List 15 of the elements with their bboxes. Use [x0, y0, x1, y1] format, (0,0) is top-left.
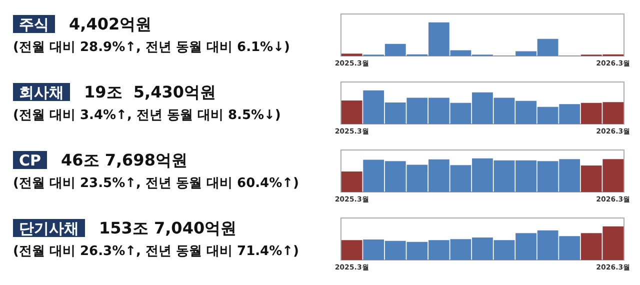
text: (전월 대비 3.4%↑, 전년 동월 대비 8.5%↓): [13, 108, 281, 123]
bar: [341, 240, 362, 260]
text: (전월 대비 26.3%↑, 전년 동월 대비 71.4%↑): [13, 244, 299, 259]
text: 4,402억원: [69, 14, 152, 34]
text: (전월 대비 28.9%↑, 전년 동월 대비 6.1%↓): [13, 40, 290, 55]
text: (전월 대비 23.5%↑, 전년 동월 대비 60.4%↑): [13, 176, 299, 191]
text: 회사채: [19, 84, 64, 102]
text: 19조 5,430억원: [84, 82, 216, 102]
text: 주식: [19, 16, 49, 34]
bar: [341, 100, 362, 124]
text: 단기사채: [19, 220, 79, 238]
text: 153조 7,040억원: [99, 218, 237, 238]
text: CP: [19, 152, 42, 170]
bar: [341, 172, 362, 192]
text: 46조 7,698억원: [61, 150, 188, 170]
